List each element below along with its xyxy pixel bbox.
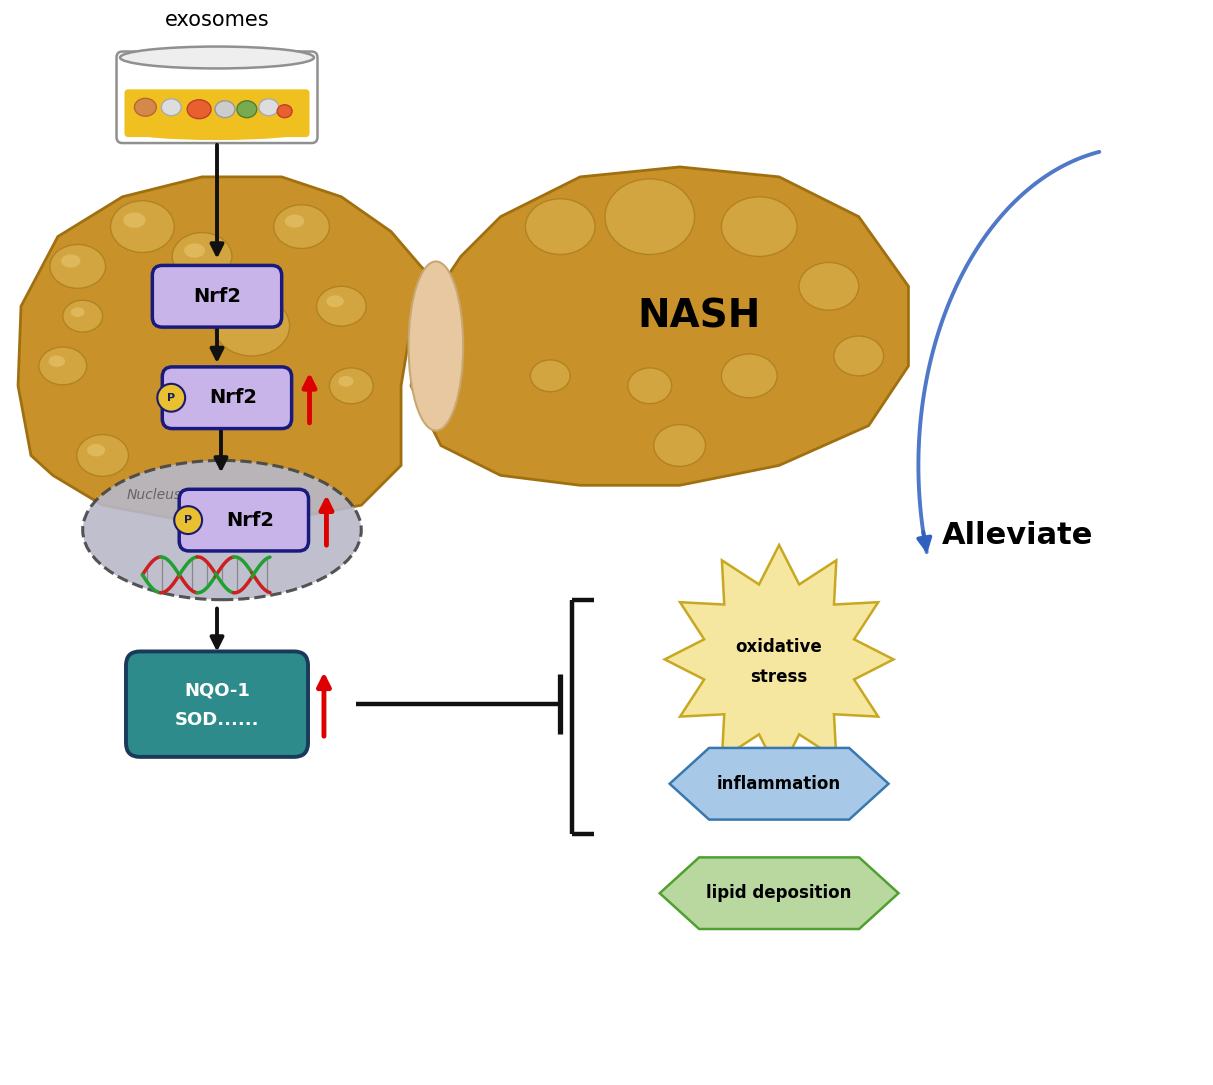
Ellipse shape xyxy=(215,101,235,117)
Ellipse shape xyxy=(530,360,570,392)
Ellipse shape xyxy=(110,201,175,253)
Text: P: P xyxy=(167,393,176,403)
Ellipse shape xyxy=(70,307,85,317)
Text: P: P xyxy=(184,515,192,525)
Text: Nucleus: Nucleus xyxy=(127,488,182,502)
Ellipse shape xyxy=(338,376,353,386)
FancyBboxPatch shape xyxy=(116,51,318,143)
Ellipse shape xyxy=(61,254,80,268)
Text: exosomes: exosomes xyxy=(165,10,269,29)
Ellipse shape xyxy=(184,243,205,257)
Ellipse shape xyxy=(76,435,129,476)
Ellipse shape xyxy=(278,105,292,117)
Ellipse shape xyxy=(722,354,778,398)
Ellipse shape xyxy=(409,261,463,431)
Text: oxidative: oxidative xyxy=(736,638,822,656)
Text: inflammation: inflammation xyxy=(717,775,841,793)
FancyBboxPatch shape xyxy=(153,266,281,327)
Ellipse shape xyxy=(330,368,374,404)
Ellipse shape xyxy=(654,424,706,467)
Text: NASH: NASH xyxy=(638,297,762,335)
Ellipse shape xyxy=(722,196,797,256)
Text: Nrf2: Nrf2 xyxy=(193,286,241,306)
Ellipse shape xyxy=(135,99,156,116)
Ellipse shape xyxy=(237,101,257,117)
Text: SOD......: SOD...... xyxy=(175,711,260,729)
Ellipse shape xyxy=(833,336,883,375)
Ellipse shape xyxy=(274,205,330,248)
Text: Nrf2: Nrf2 xyxy=(226,511,274,529)
Ellipse shape xyxy=(82,460,361,600)
Ellipse shape xyxy=(63,301,103,332)
Ellipse shape xyxy=(317,286,366,327)
Polygon shape xyxy=(411,167,909,485)
Polygon shape xyxy=(18,177,440,520)
Ellipse shape xyxy=(326,295,343,307)
Ellipse shape xyxy=(161,99,181,116)
Ellipse shape xyxy=(39,347,86,385)
Ellipse shape xyxy=(525,199,596,255)
Ellipse shape xyxy=(285,215,304,228)
Text: Nrf2: Nrf2 xyxy=(209,388,257,407)
Ellipse shape xyxy=(258,99,279,116)
Ellipse shape xyxy=(50,244,106,289)
Ellipse shape xyxy=(628,368,672,404)
Polygon shape xyxy=(670,748,889,819)
Ellipse shape xyxy=(49,356,66,367)
Ellipse shape xyxy=(124,213,146,228)
FancyBboxPatch shape xyxy=(125,89,309,137)
Ellipse shape xyxy=(187,100,211,118)
FancyBboxPatch shape xyxy=(180,489,308,551)
Text: stress: stress xyxy=(751,668,808,687)
Ellipse shape xyxy=(130,124,304,140)
Ellipse shape xyxy=(605,179,695,255)
Polygon shape xyxy=(665,545,894,774)
Text: NQO-1: NQO-1 xyxy=(184,681,250,699)
Ellipse shape xyxy=(213,296,290,356)
Ellipse shape xyxy=(799,263,859,310)
FancyBboxPatch shape xyxy=(163,367,291,429)
Ellipse shape xyxy=(172,232,232,280)
Ellipse shape xyxy=(229,309,256,328)
Ellipse shape xyxy=(158,384,186,411)
FancyBboxPatch shape xyxy=(126,651,308,757)
Ellipse shape xyxy=(87,444,106,457)
Ellipse shape xyxy=(175,507,203,534)
Ellipse shape xyxy=(120,47,314,68)
Polygon shape xyxy=(660,857,899,929)
Text: lipid deposition: lipid deposition xyxy=(706,884,852,903)
Text: Alleviate: Alleviate xyxy=(943,521,1094,549)
